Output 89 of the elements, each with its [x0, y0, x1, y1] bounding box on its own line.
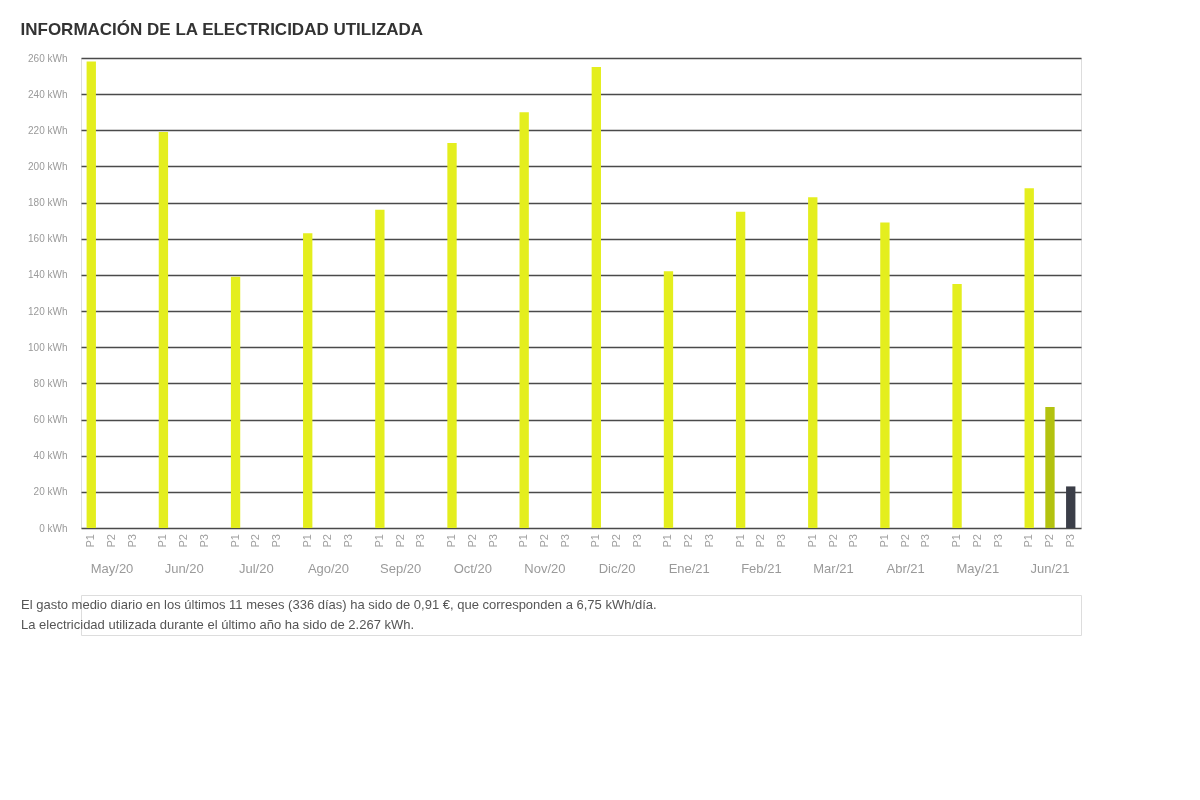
text: P1: [589, 534, 602, 548]
bar: [735, 211, 746, 528]
text: P2: [321, 534, 334, 548]
text: P1: [156, 534, 169, 548]
bar: [519, 112, 529, 528]
x-tick-label: Ene/21: [668, 560, 710, 576]
text: P1: [228, 534, 241, 548]
text: P3: [486, 534, 499, 548]
bar: [808, 197, 818, 528]
y-tick-label: 80 kWh: [33, 377, 68, 389]
x-tick-label: Jun/20: [164, 560, 204, 576]
x-tick-label: May/20: [90, 560, 134, 576]
text: P1: [84, 534, 97, 548]
x-tick-label: Dic/20: [598, 560, 636, 576]
text: P2: [1042, 534, 1055, 548]
bar: [158, 132, 169, 528]
text: P2: [537, 534, 550, 548]
text: P3: [270, 534, 283, 548]
x-tick-label: Oct/20: [453, 560, 492, 576]
y-tick-label: 100 kWh: [28, 341, 68, 353]
text: La electricidad utilizada durante el último año ha sido de 2.267 kWh.: [21, 617, 415, 632]
text: P1: [372, 534, 385, 548]
y-tick-label: 0 kWh: [39, 522, 68, 534]
y-tick-label: 260 kWh: [28, 52, 68, 64]
y-tick-label: 240 kWh: [28, 88, 68, 100]
y-tick-label: 120 kWh: [28, 305, 68, 317]
bar: [86, 61, 96, 528]
bar: [663, 271, 674, 528]
text: P3: [125, 534, 138, 548]
text: P1: [877, 534, 890, 548]
y-tick-label: 160 kWh: [28, 233, 68, 245]
text: P2: [465, 534, 478, 548]
bar: [375, 209, 385, 528]
bar: [952, 283, 962, 528]
bar: [447, 142, 457, 528]
chart-title: INFORMACIÓN DE LA ELECTRICIDAD UTILIZADA: [20, 19, 424, 39]
bar: [230, 276, 241, 528]
y-tick-label: 20 kWh: [33, 486, 68, 498]
text: P3: [197, 534, 210, 548]
x-tick-label: Nov/20: [524, 560, 566, 576]
y-tick-label: 180 kWh: [28, 197, 68, 209]
text: P2: [105, 534, 118, 548]
text: P2: [249, 534, 262, 548]
text: P1: [1022, 534, 1035, 548]
text: P1: [805, 534, 818, 548]
x-tick-label: Abr/21: [886, 560, 925, 576]
text: P3: [775, 534, 788, 548]
text: P1: [445, 534, 458, 548]
x-tick-label: Jul/20: [238, 560, 274, 576]
x-tick-label: May/21: [956, 560, 1000, 576]
bar: [1024, 188, 1034, 528]
text: P1: [300, 534, 313, 548]
y-tick-label: 220 kWh: [28, 124, 68, 136]
x-tick-label: Feb/21: [741, 560, 782, 576]
x-tick-label: Sep/20: [380, 560, 422, 576]
text: P2: [610, 534, 623, 548]
text: P3: [342, 534, 355, 548]
text: P1: [950, 534, 963, 548]
text: P1: [733, 534, 746, 548]
text: P3: [558, 534, 571, 548]
y-tick-label: 200 kWh: [28, 160, 68, 172]
text: P2: [682, 534, 695, 548]
bar: [591, 67, 601, 528]
bar: [303, 233, 313, 528]
x-tick-label: Mar/21: [813, 560, 854, 576]
text: P2: [754, 534, 767, 548]
text: P1: [661, 534, 674, 548]
text: P3: [991, 534, 1004, 548]
text: P2: [898, 534, 911, 548]
bar: [880, 222, 890, 528]
text: P3: [847, 534, 860, 548]
text: P1: [517, 534, 530, 548]
text: P3: [919, 534, 932, 548]
text: P2: [826, 534, 839, 548]
y-tick-label: 60 kWh: [33, 414, 68, 426]
bar: [1066, 486, 1076, 528]
y-tick-label: 40 kWh: [33, 450, 68, 462]
text: P2: [177, 534, 190, 548]
text: El gasto medio diario en los últimos 11 meses (336 días) ha sido de 0,91 €, que corresponden a 6,75 kWh/día.: [21, 597, 657, 612]
bar: [1045, 406, 1055, 528]
text: P3: [414, 534, 427, 548]
text: P2: [393, 534, 406, 548]
text: P3: [1063, 534, 1076, 548]
x-tick-label: Jun/21: [1030, 560, 1070, 576]
text: P2: [970, 534, 983, 548]
y-tick-label: 140 kWh: [28, 269, 68, 281]
text: P3: [630, 534, 643, 548]
text: P3: [702, 534, 715, 548]
x-tick-label: Ago/20: [307, 560, 350, 576]
